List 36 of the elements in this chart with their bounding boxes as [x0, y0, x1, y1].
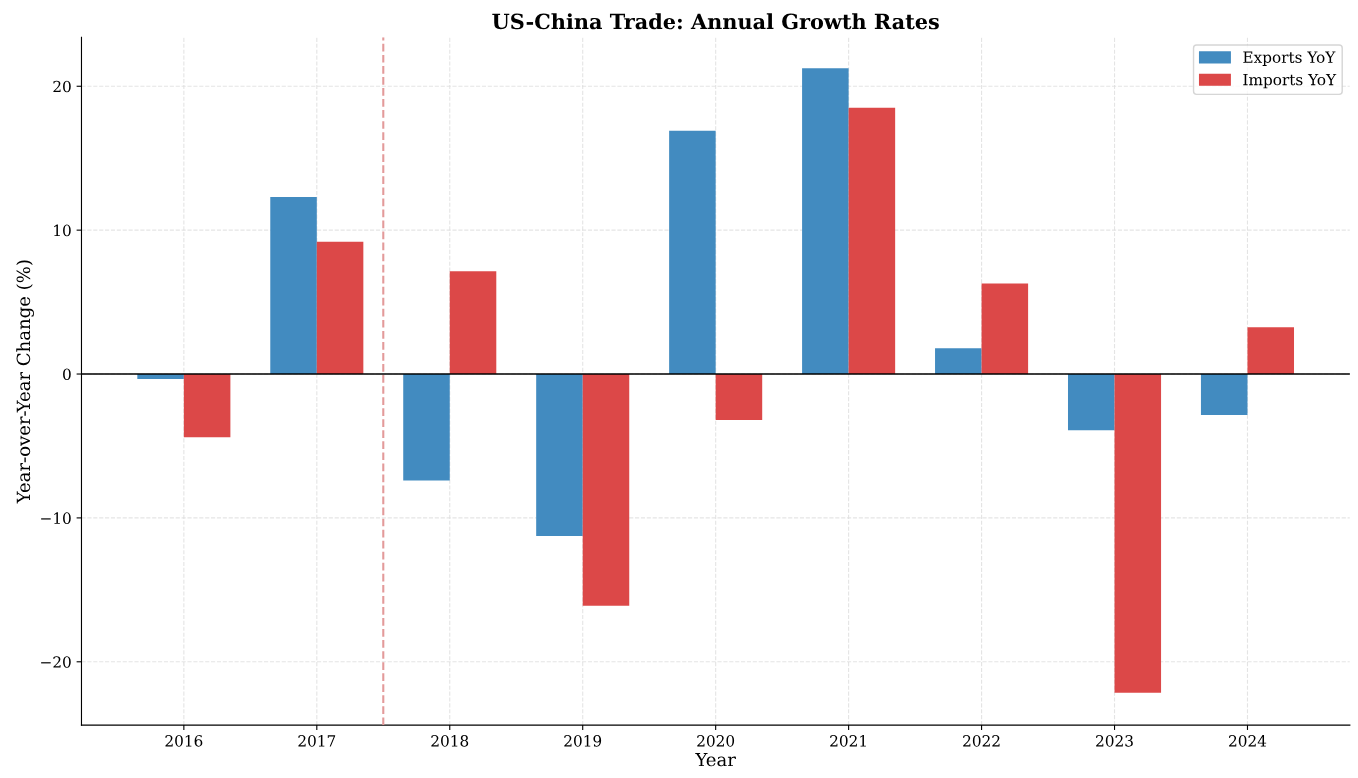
y-tick-label: 0 — [63, 368, 71, 381]
bar — [669, 130, 716, 375]
x-axis-title: Year — [695, 752, 736, 767]
bar — [582, 374, 630, 606]
x-tick-label: 2023 — [1096, 735, 1133, 747]
bar — [183, 374, 231, 438]
x-tick-label: 2019 — [564, 735, 602, 747]
bar — [935, 348, 982, 375]
bar — [848, 107, 896, 375]
bar — [449, 271, 497, 375]
y-tick-label: −10 — [41, 512, 71, 524]
legend-label: Exports YoY — [1243, 51, 1336, 66]
bar — [316, 241, 364, 375]
bar — [403, 374, 450, 481]
bar — [715, 374, 763, 421]
bar — [270, 197, 317, 375]
y-tick-label: 20 — [53, 80, 71, 93]
x-tick-label: 2017 — [298, 735, 336, 747]
bar — [981, 283, 1029, 375]
x-tick-label: 2021 — [830, 735, 866, 747]
x-tick-label: 2024 — [1229, 735, 1267, 747]
x-tick-label: 2018 — [431, 735, 469, 747]
bar — [1247, 327, 1295, 375]
y-tick-label: 10 — [54, 224, 71, 237]
x-tick-label: 2016 — [165, 735, 203, 747]
bar — [1200, 374, 1248, 416]
chart-title: US-China Trade: Annual Growth Rates — [492, 13, 939, 30]
y-tick-label: −20 — [41, 656, 71, 668]
legend-label: Imports YoY — [1243, 73, 1337, 89]
x-tick-label: 2020 — [697, 735, 735, 747]
x-tick-label: 2022 — [963, 735, 1000, 747]
bar — [536, 374, 583, 536]
bar — [1067, 374, 1115, 431]
bar — [1114, 374, 1162, 693]
bar — [802, 68, 849, 375]
y-axis-title: Year-over-Year Change (%) — [16, 260, 34, 504]
